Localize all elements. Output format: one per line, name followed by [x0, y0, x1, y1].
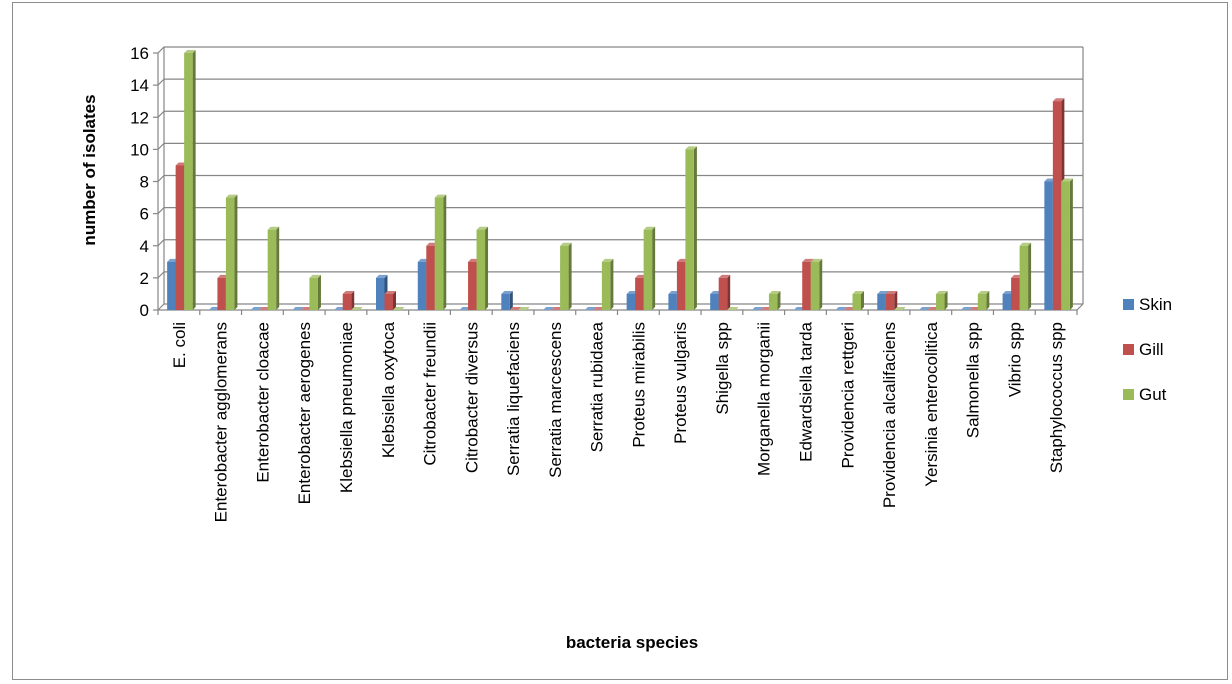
bar-gut: [768, 290, 781, 310]
x-tick-label: Proteus mirabilis: [629, 322, 648, 448]
bar-gut: [977, 290, 990, 310]
floor-edge: [1076, 303, 1084, 311]
x-tick-label: E. coli: [170, 322, 189, 368]
bar-skin: [250, 307, 263, 310]
bar-skin: [292, 307, 304, 310]
x-tick-label: Morganella morganii: [755, 322, 774, 476]
x-tick-label: Edwardsiella tarda: [796, 321, 815, 461]
y-tick-label: 16: [130, 44, 149, 63]
gridline: [157, 207, 1083, 215]
bar-gut: [351, 307, 363, 310]
legend-label: Skin: [1139, 295, 1172, 314]
x-tick-label: Citrobacter freundii: [421, 322, 440, 466]
y-tick-label: 0: [140, 301, 149, 320]
x-tick-label: Shigella spp: [713, 322, 732, 415]
gridline: [157, 174, 1083, 182]
y-tick-label: 10: [130, 140, 149, 159]
bar-gill: [718, 274, 731, 310]
x-tick-label: Klebsiella pneumoniae: [337, 322, 356, 493]
y-tick-label: 12: [130, 108, 149, 127]
bar-gut: [309, 274, 321, 310]
bar-gill: [342, 290, 355, 310]
y-axis-title: number of isolates: [80, 94, 99, 245]
bars: [167, 50, 1073, 310]
x-tick-label: Providencia rettgeri: [838, 322, 857, 468]
bar-gut: [518, 307, 530, 310]
chart-frame: 0 2 4 6 8 10 12 14 16 E. coli Enterobacter agglom…: [12, 2, 1228, 680]
bar-gut: [560, 242, 572, 310]
axes: [153, 52, 1084, 315]
y-tick-label: 4: [140, 237, 149, 256]
bar-gill: [509, 307, 522, 310]
x-tick-label: Klebsiella oxytoca: [379, 321, 398, 458]
legend-item-skin: Skin: [1123, 295, 1172, 314]
legend: Skin Gill Gut: [1123, 295, 1172, 404]
bar-skin: [584, 307, 597, 310]
bar-gill: [885, 290, 898, 310]
bar-gut: [852, 290, 864, 310]
legend-item-gill: Gill: [1123, 340, 1164, 359]
gridline: [157, 110, 1083, 118]
bar-gill: [384, 290, 396, 310]
bar-gut: [601, 258, 614, 310]
gridline: [157, 271, 1083, 279]
y-tick-label: 2: [140, 269, 149, 288]
x-tick-label: Serratia marcescens: [546, 322, 565, 478]
bar-gut: [685, 146, 697, 310]
x-tick-labels: E. coli Enterobacter agglomerans Enterobac…: [170, 321, 1066, 522]
x-tick-label: Serratia rubidaea: [588, 321, 607, 452]
x-axis-title: bacteria species: [566, 633, 698, 652]
gridlines: [157, 46, 1084, 311]
bar-gut: [1019, 242, 1032, 310]
bar-skin: [751, 307, 764, 310]
x-tick-label: Serratia liquefaciens: [504, 322, 523, 476]
bar-gut: [267, 226, 280, 310]
bar-skin: [919, 307, 931, 310]
x-tick-label: Vibrio spp: [1005, 322, 1024, 397]
x-tick-label: Staphylococcus spp: [1047, 322, 1066, 473]
bar-gut: [894, 307, 906, 310]
legend-swatch: [1123, 344, 1134, 355]
gridline: [157, 46, 1083, 54]
y-tick-label: 14: [130, 76, 149, 95]
gridline: [157, 78, 1083, 86]
legend-swatch: [1123, 299, 1134, 310]
x-tick-label: Enterobacter cloacae: [253, 322, 272, 483]
bar-gut: [643, 226, 656, 310]
gridline: [157, 239, 1083, 247]
x-tick-label: Citrobacter diversus: [462, 322, 481, 473]
y-tick-label: 8: [140, 173, 149, 192]
bar-gut: [727, 307, 739, 310]
bar-skin: [835, 307, 847, 310]
bar-chart: 0 2 4 6 8 10 12 14 16 E. coli Enterobacter agglom…: [80, 44, 1172, 652]
y-tick-labels: 0 2 4 6 8 10 12 14 16: [130, 44, 149, 320]
bar-gut: [1061, 178, 1073, 310]
bar-gut: [476, 226, 489, 310]
bar-skin: [543, 307, 555, 310]
legend-label: Gut: [1139, 385, 1167, 404]
legend-swatch: [1123, 389, 1134, 400]
bar-gut: [225, 194, 238, 310]
bar-gut: [810, 258, 823, 310]
legend-item-gut: Gut: [1123, 385, 1167, 404]
bar-gut: [434, 194, 447, 310]
bar-gut: [393, 307, 405, 310]
y-tick-label: 6: [140, 205, 149, 224]
gridline: [157, 142, 1083, 150]
bar-skin: [501, 290, 513, 310]
x-tick-label: Yersinia enterocolitica: [922, 321, 941, 486]
x-tick-label: Enterobacter aerogenes: [295, 322, 314, 504]
x-tick-label: Providencia alcalifaciens: [880, 322, 899, 508]
x-tick-label: Enterobacter agglomerans: [212, 322, 231, 522]
bar-skin: [960, 307, 973, 310]
x-tick-label: Salmonella spp: [964, 322, 983, 438]
bar-gut: [184, 50, 196, 310]
legend-label: Gill: [1139, 340, 1164, 359]
bar-gut: [936, 290, 948, 310]
x-tick-label: Proteus vulgaris: [671, 322, 690, 444]
